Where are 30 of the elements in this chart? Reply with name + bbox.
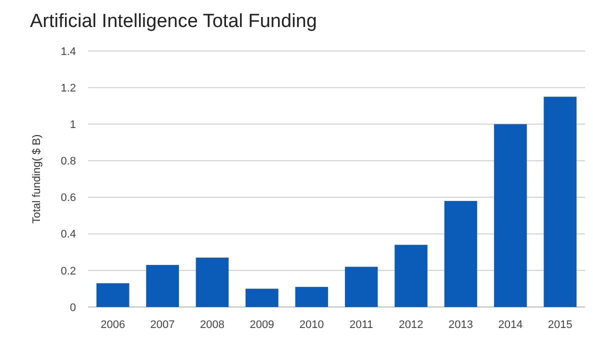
y-tick-label: 1 xyxy=(70,118,76,131)
bar xyxy=(444,200,478,307)
bar xyxy=(295,286,328,307)
x-tick-label: 2006 xyxy=(100,319,126,331)
x-tick-label: 2008 xyxy=(200,319,224,331)
x-tick-label: 2007 xyxy=(150,319,175,331)
y-tick-label: 0.4 xyxy=(60,228,76,241)
bar xyxy=(196,258,229,307)
bar xyxy=(494,124,527,307)
x-tick-label: 2012 xyxy=(398,319,424,331)
x-tick-label: 2009 xyxy=(250,319,274,331)
bar xyxy=(146,264,179,307)
bar xyxy=(96,283,130,307)
x-tick-label: 2014 xyxy=(498,319,523,331)
y-tick-label: 1.2 xyxy=(60,82,76,94)
bar xyxy=(344,266,378,307)
x-tick-label: 2015 xyxy=(548,319,572,331)
chart-title: Artificial Intelligence Total Funding xyxy=(30,11,317,32)
x-tick-label: 2011 xyxy=(350,319,374,331)
y-axis-title: Total funding( $ B) xyxy=(31,134,43,224)
y-tick-label: 0.2 xyxy=(60,265,76,278)
bar xyxy=(544,96,577,307)
bar xyxy=(394,244,428,307)
x-tick-label: 2013 xyxy=(448,319,473,331)
y-tick-label: 0.8 xyxy=(60,156,76,168)
y-tick-label: 0.6 xyxy=(60,192,76,204)
y-tick-label: 1.4 xyxy=(60,46,76,58)
x-tick-label: 2010 xyxy=(299,319,324,331)
y-tick-label: 0 xyxy=(70,302,76,314)
bar xyxy=(246,288,278,307)
